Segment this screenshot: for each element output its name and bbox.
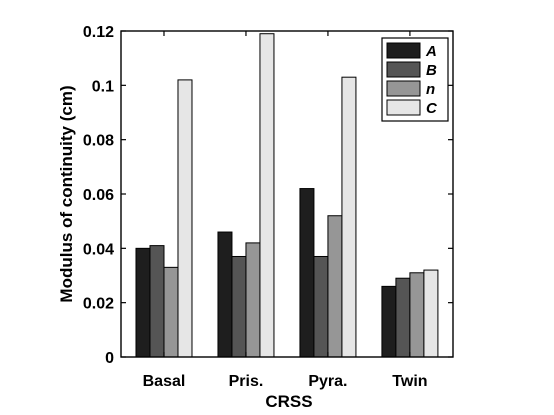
x-axis-label: CRSS (265, 392, 312, 411)
bar-B-pris (231, 255, 247, 358)
bar-B-twin (395, 277, 411, 358)
bar-C-basal (177, 79, 193, 358)
bar-C-pyra (341, 76, 357, 358)
y-tick-label: 0 (105, 350, 114, 367)
bar-n-pris (245, 242, 261, 358)
x-tick-label-twin: Twin (392, 373, 427, 390)
y-tick-label: 0.06 (83, 187, 114, 204)
legend-swatch-C (386, 99, 421, 116)
bar-n-basal (163, 266, 179, 358)
x-axis: Basal Pris. Pyra. Twin (143, 31, 428, 390)
legend-label-C: C (426, 100, 438, 117)
y-axis: 0 0.02 0.04 0.06 0.08 0.1 0.12 (83, 24, 453, 367)
bar-n-twin (409, 272, 425, 358)
y-tick-label: 0.02 (83, 296, 114, 313)
bar-C-pris (259, 33, 275, 358)
bar-A-pris (217, 231, 233, 358)
bar-n-pyra (327, 215, 343, 358)
x-tick-label-pris: Pris. (229, 373, 264, 390)
legend-label-n: n (426, 81, 435, 98)
x-tick-label-pyra: Pyra. (308, 373, 347, 390)
y-tick-label: 0.04 (83, 241, 114, 258)
bar-A-basal (135, 247, 151, 358)
legend-swatch-B (386, 61, 421, 78)
y-tick-label: 0.1 (92, 78, 114, 95)
bar-B-basal (149, 245, 165, 358)
bar-A-twin (381, 285, 397, 358)
y-axis-label: Modulus of continuity (cm) (57, 85, 76, 302)
bar-A-pyra (299, 188, 315, 358)
legend-swatch-A (386, 42, 421, 59)
y-tick-label: 0.08 (83, 133, 114, 150)
x-tick-label-basal: Basal (143, 373, 186, 390)
legend-label-A: A (425, 43, 437, 60)
legend-swatch-n (386, 80, 421, 97)
y-tick-label: 0.12 (83, 24, 114, 41)
bar-C-twin (423, 269, 439, 358)
bar-B-pyra (313, 255, 329, 358)
legend-label-B: B (426, 62, 437, 79)
